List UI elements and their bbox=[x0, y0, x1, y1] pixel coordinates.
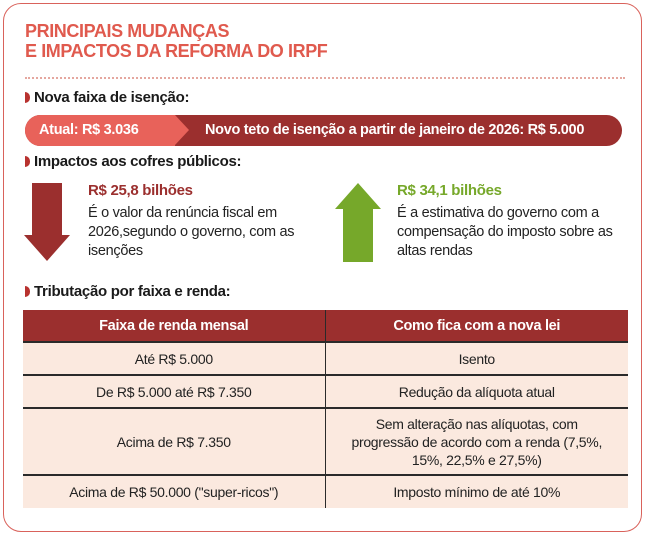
page-title: PRINCIPAIS MUDANÇAS E IMPACTOS DA REFORM… bbox=[25, 21, 328, 61]
rule-cell: Redução da alíquota atual bbox=[324, 374, 628, 408]
new-exemption: Novo teto de isenção a partir de janeiro… bbox=[205, 122, 585, 138]
taxation-table: Faixa de renda mensal Como fica com a no… bbox=[23, 310, 628, 508]
table-row: Acima de R$ 50.000 ("super-ricos") Impost… bbox=[23, 474, 628, 508]
section-heading-taxation: Tributação por faixa e renda: bbox=[25, 283, 231, 300]
current-exemption: Atual: R$ 3.036 bbox=[25, 115, 175, 146]
income-cell: Acima de R$ 7.350 bbox=[23, 407, 325, 475]
section-heading-impacts: Impactos aos cofres públicos: bbox=[25, 153, 242, 170]
exemption-bar: Atual: R$ 3.036 Novo teto de isenção a p… bbox=[25, 115, 622, 146]
arrow-tip-icon bbox=[175, 115, 189, 145]
loss-description: É o valor da renúncia fiscal em 2026,seg… bbox=[88, 205, 295, 259]
column-header: Faixa de renda mensal bbox=[23, 310, 325, 342]
income-cell: Até R$ 5.000 bbox=[23, 341, 325, 375]
table-header-row: Faixa de renda mensal Como fica com a no… bbox=[23, 310, 628, 342]
table-row: De R$ 5.000 até R$ 7.350 Redução da alíqu… bbox=[23, 374, 628, 408]
title-line-1: PRINCIPAIS MUDANÇAS bbox=[25, 21, 230, 41]
infographic-card bbox=[3, 3, 642, 532]
rule-cell: Isento bbox=[324, 341, 628, 375]
heading-text: Nova faixa de isenção: bbox=[34, 89, 190, 106]
bullet-marker-icon bbox=[25, 286, 30, 297]
section-heading-exemption: Nova faixa de isenção: bbox=[25, 89, 189, 106]
rule-cell: Sem alteração nas alíquotas, com progres… bbox=[324, 407, 628, 475]
gain-description: É a estimativa do governo com a compensa… bbox=[397, 205, 613, 259]
column-header: Como fica com a nova lei bbox=[324, 310, 628, 342]
income-cell: De R$ 5.000 até R$ 7.350 bbox=[23, 374, 325, 408]
bullet-marker-icon bbox=[25, 156, 30, 167]
income-cell: Acima de R$ 50.000 ("super-ricos") bbox=[23, 474, 325, 508]
rule-cell: Imposto mínimo de até 10% bbox=[324, 474, 628, 508]
heading-text: Impactos aos cofres públicos: bbox=[34, 153, 242, 170]
table-row: Até R$ 5.000 Isento bbox=[23, 341, 628, 375]
loss-amount: R$ 25,8 bilhões bbox=[88, 182, 193, 199]
arrow-down-icon bbox=[24, 183, 70, 261]
dotted-divider bbox=[25, 77, 625, 79]
table-row: Acima de R$ 7.350 Sem alteração nas alíqu… bbox=[23, 407, 628, 475]
title-line-2: E IMPACTOS DA REFORMA DO IRPF bbox=[25, 41, 328, 61]
heading-text: Tributação por faixa e renda: bbox=[34, 283, 231, 300]
arrow-up-icon bbox=[335, 183, 381, 262]
bullet-marker-icon bbox=[25, 92, 30, 103]
gain-amount: R$ 34,1 bilhões bbox=[397, 182, 502, 199]
